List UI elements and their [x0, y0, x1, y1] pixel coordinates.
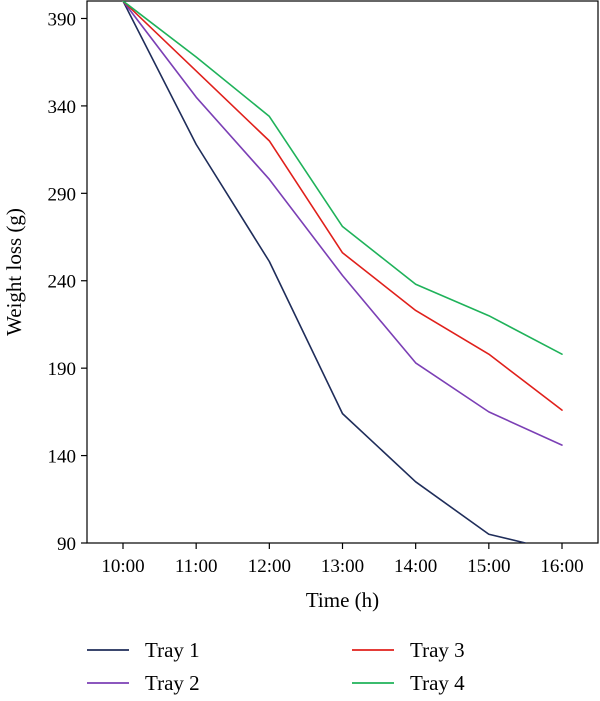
- x-axis: 10:00 11:00 12:00 13:00 14:00 15:00 16:00: [101, 543, 584, 577]
- legend: Tray 1 Tray 2 Tray 3 Tray 4: [87, 638, 465, 695]
- series-line-tray-3: [122, 1, 563, 411]
- y-axis: 90 140 190 240 290 340 390: [48, 9, 87, 555]
- x-tick-label: 10:00: [101, 556, 144, 577]
- x-tick-label: 16:00: [540, 556, 583, 577]
- y-tick-label: 90: [57, 534, 76, 555]
- series-layer: [122, 1, 563, 543]
- x-tick-label: 15:00: [467, 556, 510, 577]
- legend-label: Tray 2: [145, 671, 200, 695]
- y-tick-label: 390: [48, 9, 77, 30]
- y-tick-label: 290: [48, 184, 77, 205]
- legend-label: Tray 1: [145, 638, 200, 662]
- y-tick-label: 190: [48, 359, 77, 380]
- y-tick-label: 140: [48, 447, 77, 468]
- x-axis-title: Time (h): [306, 588, 379, 612]
- y-tick-label: 340: [48, 97, 77, 118]
- y-tick-label: 240: [48, 272, 77, 293]
- series-line-tray-4: [122, 1, 563, 355]
- plot-area: [86, 0, 599, 544]
- x-tick-label: 13:00: [321, 556, 364, 577]
- x-tick-label: 14:00: [394, 556, 437, 577]
- legend-label: Tray 3: [410, 638, 465, 662]
- y-axis-title: Weight loss (g): [2, 208, 26, 336]
- series-line-tray-2: [122, 1, 563, 446]
- legend-label: Tray 4: [410, 671, 465, 695]
- x-tick-label: 11:00: [175, 556, 218, 577]
- series-line-tray-1: [122, 1, 527, 543]
- x-tick-label: 12:00: [248, 556, 291, 577]
